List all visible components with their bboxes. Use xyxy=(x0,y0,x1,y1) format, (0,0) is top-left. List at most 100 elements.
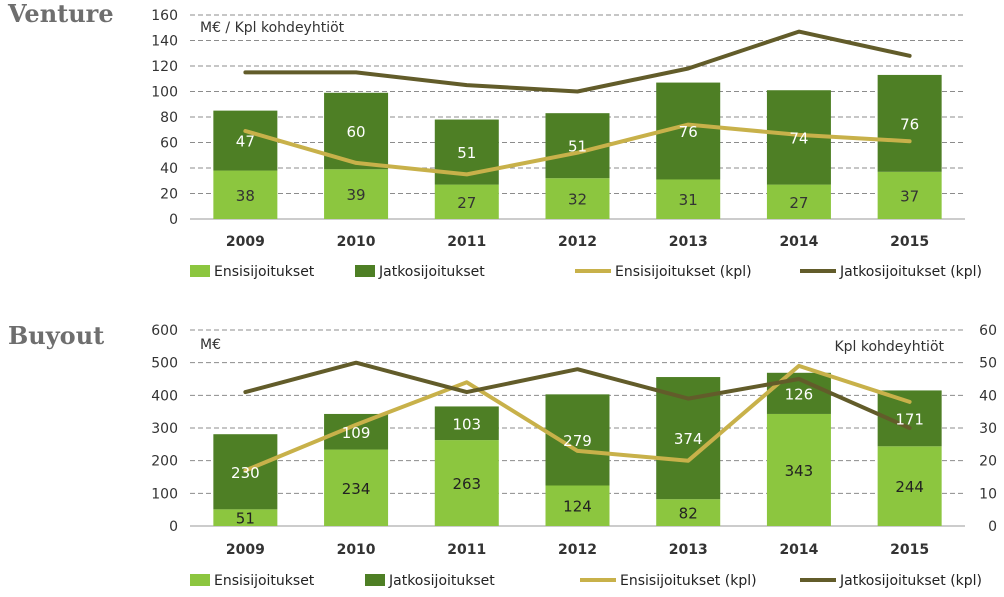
chart-venture: Venture 0 20 40 60 80 100 120 140 160 M€ / Kpl koh… xyxy=(7,0,982,280)
y-tick-label: 160 xyxy=(151,8,178,24)
x-category-label: 2010 xyxy=(337,542,376,558)
bar-ensisijoitukset xyxy=(766,413,831,526)
y-right-tick-label: 20 xyxy=(979,454,997,470)
bar-ensisijoitukset xyxy=(434,184,499,219)
data-label-jatkosijoitukset: 51 xyxy=(568,138,587,156)
data-label-jatkosijoitukset: 76 xyxy=(679,123,698,141)
legend-label: Jatkosijoitukset (kpl) xyxy=(839,264,982,280)
data-label-ensisijoitukset: 37 xyxy=(900,187,919,205)
data-label-jatkosijoitukset: 47 xyxy=(236,133,255,151)
x-category-label: 2009 xyxy=(226,542,265,558)
data-label-ensisijoitukset: 244 xyxy=(895,478,924,496)
data-label-jatkosijoitukset: 109 xyxy=(342,424,371,442)
x-category-label: 2015 xyxy=(890,234,929,250)
x-category-label: 2013 xyxy=(669,234,708,250)
bar-jatkosijoitukset xyxy=(213,110,278,171)
data-label-jatkosijoitukset: 126 xyxy=(785,385,814,403)
y-tick-label: 120 xyxy=(151,59,178,75)
data-label-ensisijoitukset: 32 xyxy=(568,191,587,209)
data-label-jatkosijoitukset: 171 xyxy=(895,410,924,428)
x-category-label: 2011 xyxy=(447,234,486,250)
x-category-label: 2009 xyxy=(226,234,265,250)
line-ensisijoitukset-kpl xyxy=(243,363,912,473)
data-label-ensisijoitukset: 38 xyxy=(236,187,255,205)
data-label-jatkosijoitukset: 279 xyxy=(563,432,592,450)
y-tick-label: 80 xyxy=(160,110,178,126)
legend-label: Ensisijoitukset (kpl) xyxy=(620,573,757,589)
bar-ensisijoitukset xyxy=(213,509,278,526)
data-label-ensisijoitukset: 82 xyxy=(679,505,698,523)
bar-ensisijoitukset xyxy=(877,171,942,219)
data-label-jatkosijoitukset: 76 xyxy=(900,115,919,133)
data-label-ensisijoitukset: 234 xyxy=(342,480,371,498)
bar-ensisijoitukset xyxy=(213,170,278,219)
data-label-ensisijoitukset: 263 xyxy=(452,475,481,493)
legend-label: Ensisijoitukset (kpl) xyxy=(615,264,752,280)
y-right-tick-label: 0 xyxy=(988,519,997,535)
data-label-jatkosijoitukset: 374 xyxy=(674,430,703,448)
legend: Ensisijoitukset Jatkosijoitukset Ensisijoi… xyxy=(190,264,982,280)
data-label-ensisijoitukset: 343 xyxy=(785,462,814,480)
chart-buyout: Buyout 0 100 200 300 400 500 600 0 10 20 30 40 50 60 M€… xyxy=(8,321,997,589)
data-label-jatkosijoitukset: 230 xyxy=(231,464,260,482)
data-label-ensisijoitukset: 31 xyxy=(679,191,698,209)
bar-ensisijoitukset xyxy=(766,184,831,219)
legend: Ensisijoitukset Jatkosijoitukset Ensisijoi… xyxy=(190,573,982,589)
y-tick-label: 600 xyxy=(151,323,178,339)
data-label-ensisijoitukset: 51 xyxy=(236,510,255,528)
data-label-jatkosijoitukset: 103 xyxy=(452,415,481,433)
y-tick-label: 200 xyxy=(151,454,178,470)
y-tick-label: 400 xyxy=(151,388,178,404)
data-label-ensisijoitukset: 27 xyxy=(789,194,808,212)
y-tick-label: 20 xyxy=(160,187,178,203)
unit-label-right: Kpl kohdeyhtiöt xyxy=(834,339,944,355)
unit-label: M€ xyxy=(200,337,221,353)
data-label-ensisijoitukset: 124 xyxy=(563,498,592,516)
data-label-ensisijoitukset: 27 xyxy=(457,194,476,212)
y-right-tick-label: 30 xyxy=(979,421,997,437)
y-tick-label: 500 xyxy=(151,356,178,372)
bar-ensisijoitukset xyxy=(324,449,389,526)
chart-heading: Venture xyxy=(7,0,114,28)
unit-label: M€ / Kpl kohdeyhtiöt xyxy=(200,20,345,36)
legend-label: Jatkosijoitukset xyxy=(388,573,495,589)
y-tick-label: 140 xyxy=(151,34,178,50)
y-right-tick-label: 40 xyxy=(979,388,997,404)
legend-label: Ensisijoitukset xyxy=(214,573,315,589)
line-jatkosijoitukset-kpl xyxy=(243,29,912,94)
legend-swatch xyxy=(355,265,375,277)
x-category-label: 2012 xyxy=(558,234,597,250)
y-tick-label: 60 xyxy=(160,136,178,152)
x-category-label: 2013 xyxy=(669,542,708,558)
y-tick-label: 0 xyxy=(169,212,178,228)
bar-ensisijoitukset xyxy=(656,179,721,219)
x-category-label: 2014 xyxy=(779,542,818,558)
legend-swatch xyxy=(190,265,210,277)
data-label-jatkosijoitukset: 51 xyxy=(457,144,476,162)
x-category-label: 2010 xyxy=(337,234,376,250)
bar-jatkosijoitukset xyxy=(877,74,942,172)
data-label-jatkosijoitukset: 60 xyxy=(347,123,366,141)
legend-swatch xyxy=(365,574,385,586)
legend-swatch xyxy=(190,574,210,586)
x-category-label: 2012 xyxy=(558,542,597,558)
y-right-tick-label: 10 xyxy=(979,486,997,502)
y-tick-label: 100 xyxy=(151,486,178,502)
y-tick-label: 0 xyxy=(169,519,178,535)
bar-ensisijoitukset xyxy=(324,169,389,219)
bar-jatkosijoitukset xyxy=(434,406,499,441)
data-label-ensisijoitukset: 39 xyxy=(347,186,366,204)
legend-label: Jatkosijoitukset (kpl) xyxy=(839,573,982,589)
x-category-label: 2011 xyxy=(447,542,486,558)
legend-label: Ensisijoitukset xyxy=(214,264,315,280)
bar-ensisijoitukset xyxy=(434,440,499,526)
data-label-jatkosijoitukset: 74 xyxy=(789,129,808,147)
y-right-tick-label: 60 xyxy=(979,323,997,339)
y-right-tick-label: 50 xyxy=(979,356,997,372)
legend-label: Jatkosijoitukset xyxy=(378,264,485,280)
y-tick-label: 100 xyxy=(151,85,178,101)
bar-ensisijoitukset xyxy=(545,178,610,219)
line-ensisijoitukset-kpl xyxy=(243,122,912,177)
y-tick-label: 40 xyxy=(160,161,178,177)
